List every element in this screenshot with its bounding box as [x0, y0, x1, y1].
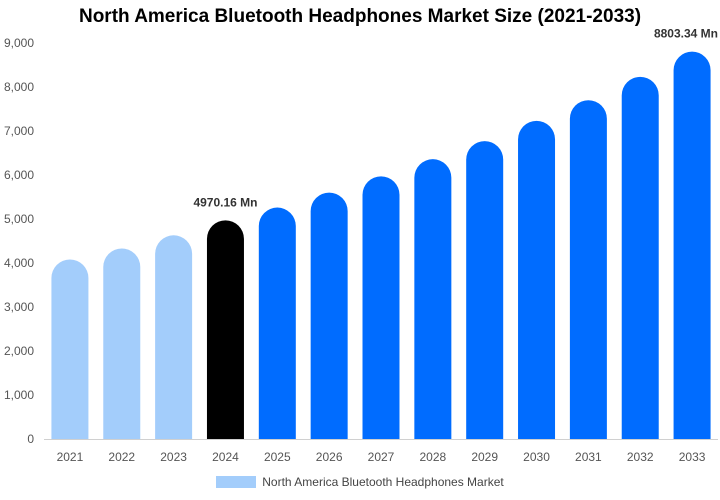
y-tick-label: 7,000: [4, 124, 34, 138]
data-label-2024: 4970.16 Mn: [193, 195, 257, 209]
bar-2026: [310, 192, 348, 439]
y-tick-label: 1,000: [4, 388, 34, 402]
y-tick-label: 4,000: [4, 256, 34, 270]
bar-2033: [673, 51, 711, 439]
x-tick-label: 2023: [160, 450, 187, 464]
bars: [51, 51, 711, 439]
y-tick-label: 3,000: [4, 300, 34, 314]
y-tick-label: 9,000: [4, 36, 34, 50]
bar-2023: [155, 235, 193, 439]
bar-2030: [518, 120, 556, 439]
bar-2031: [569, 100, 607, 439]
legend-label: North America Bluetooth Headphones Marke…: [262, 475, 504, 489]
legend-swatch: [216, 476, 257, 488]
data-labels: 4970.16 Mn 8803.34 Mn: [193, 27, 718, 210]
x-axis-labels: 2021 2022 2023 2024 2025 2026 2027 2028 2029 2030…: [57, 450, 706, 464]
x-tick-label: 2030: [523, 450, 550, 464]
x-tick-label: 2032: [627, 450, 654, 464]
x-tick-label: 2027: [368, 450, 395, 464]
bar-2032: [621, 76, 659, 439]
x-tick-label: 2024: [212, 450, 239, 464]
x-tick-label: 2025: [264, 450, 291, 464]
x-tick-label: 2031: [575, 450, 602, 464]
legend: North America Bluetooth Headphones Marke…: [0, 475, 720, 489]
y-tick-label: 2,000: [4, 344, 34, 358]
y-tick-label: 5,000: [4, 212, 34, 226]
bar-2021: [51, 259, 89, 439]
y-tick-label: 6,000: [4, 168, 34, 182]
bar-2028: [414, 159, 452, 439]
chart-title: North America Bluetooth Headphones Marke…: [78, 6, 642, 27]
x-tick-label: 2028: [419, 450, 446, 464]
y-tick-label: 0: [27, 432, 34, 446]
x-tick-label: 2026: [316, 450, 343, 464]
bar-2024: [206, 220, 244, 439]
bar-2027: [362, 176, 400, 439]
x-tick-label: 2022: [108, 450, 135, 464]
y-tick-label: 8,000: [4, 80, 34, 94]
bar-2029: [466, 141, 504, 439]
data-label-2033: 8803.34 Mn: [654, 27, 718, 41]
bar-2022: [103, 248, 141, 439]
x-tick-label: 2021: [57, 450, 84, 464]
y-axis-labels: 0 1,000 2,000 3,000 4,000 5,000 6,000 7,000 8,00…: [4, 36, 34, 446]
bar-2025: [258, 207, 296, 439]
x-tick-label: 2033: [679, 450, 706, 464]
x-tick-label: 2029: [471, 450, 498, 464]
